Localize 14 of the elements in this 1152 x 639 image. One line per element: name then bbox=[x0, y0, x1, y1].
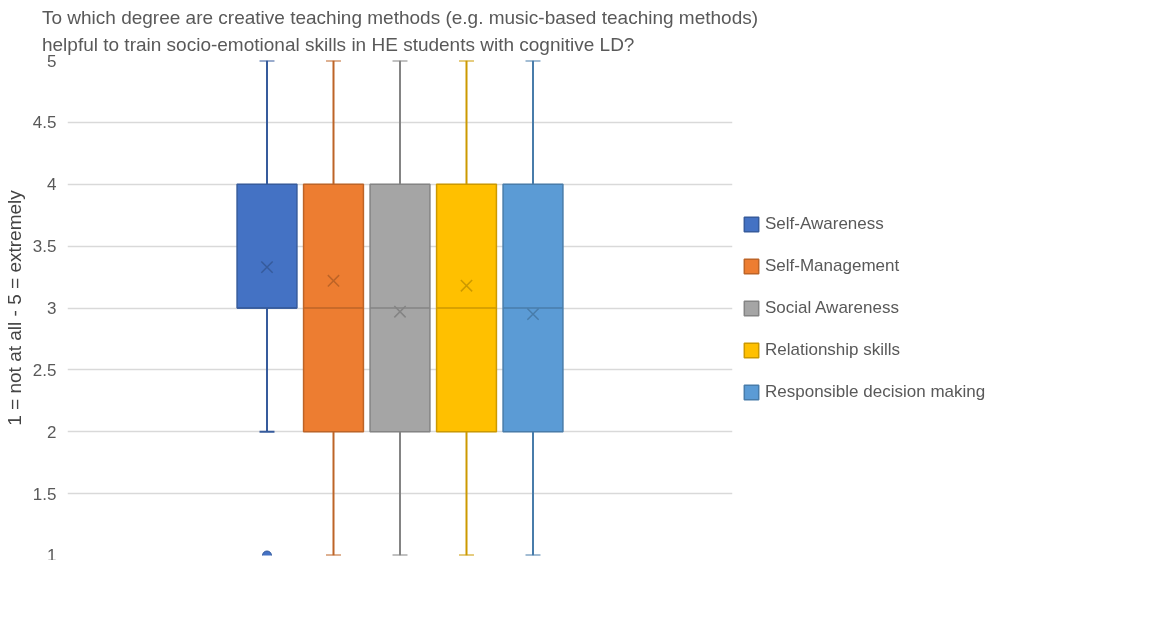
y-tick-label: 4 bbox=[47, 175, 57, 195]
y-tick-label: 3 bbox=[47, 299, 57, 318]
legend-label: Self-Awareness bbox=[765, 213, 884, 234]
y-axis-title: 1 = not at all - 5 = extremely bbox=[3, 189, 25, 426]
y-tick-label: 1 bbox=[47, 545, 57, 565]
y-tick-label: 2.5 bbox=[32, 360, 57, 380]
y-tick-label: 3.5 bbox=[32, 237, 57, 257]
y-tick-label: 4.5 bbox=[32, 113, 57, 133]
y-tick-label: 1.5 bbox=[32, 484, 57, 504]
legend-label: Social Awareness bbox=[765, 297, 899, 318]
y-tick-label: 2 bbox=[47, 422, 57, 442]
legend-label: Responsible decision making bbox=[765, 381, 986, 402]
legend-label: Relationship skills bbox=[765, 339, 901, 360]
legend-label: Self-Management bbox=[765, 255, 900, 276]
